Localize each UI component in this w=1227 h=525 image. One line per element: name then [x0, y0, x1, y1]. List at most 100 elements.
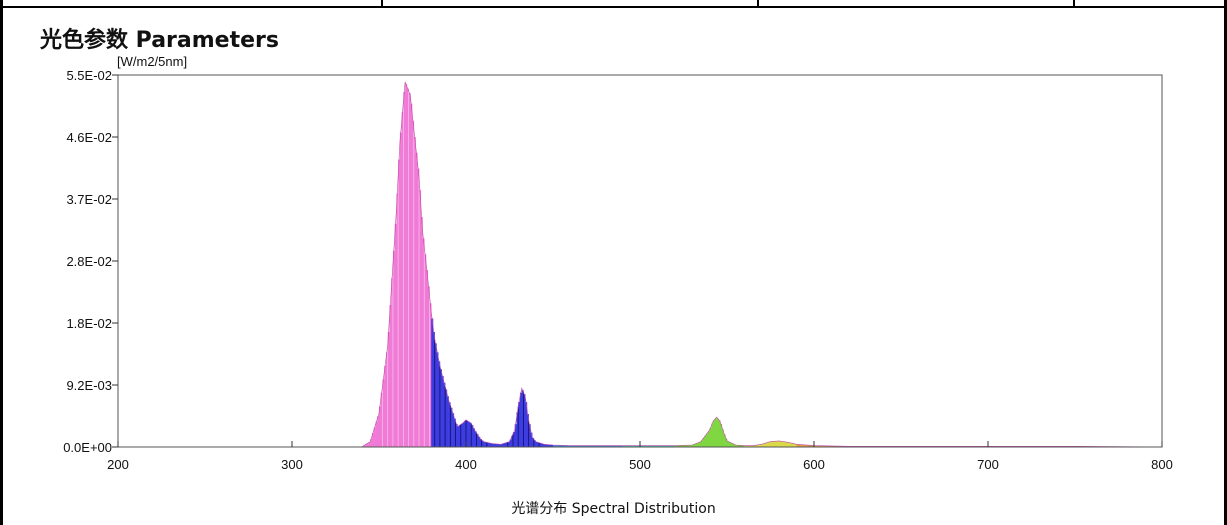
spectrum-bar: [587, 445, 590, 447]
spectrum-bar: [568, 445, 571, 447]
spectrum-bar: [495, 443, 498, 447]
spectrum-bar: [466, 420, 469, 447]
spectrum-bar: [584, 445, 587, 447]
spectrum-bar: [686, 445, 690, 447]
spectrum-bar: [372, 433, 375, 447]
spectrum-fill: [361, 84, 1162, 447]
y-tick-label: 9.2E-03: [66, 378, 112, 393]
spectrum-bar: [758, 444, 761, 447]
spectrum-bar: [676, 445, 679, 447]
spectrum-bar: [394, 223, 397, 447]
spectrum-bar: [801, 444, 804, 447]
spectrum-bar: [525, 402, 528, 447]
spectrum-bar: [784, 441, 787, 447]
spectrum-bar: [457, 426, 460, 447]
spectrum-bar: [427, 286, 430, 447]
spectrum-bar: [742, 445, 745, 447]
spectrum-bar: [528, 424, 531, 447]
spectrum-bar: [579, 445, 582, 447]
spectrum-bar: [419, 189, 422, 447]
spectrum-bar: [446, 396, 449, 447]
spectrum-bar: [417, 168, 420, 447]
spectrum-bar: [714, 418, 717, 447]
spectrum-bar: [521, 390, 524, 447]
spectrum-bar: [441, 375, 444, 447]
spectrum-bar: [368, 442, 371, 447]
spectrum-bar: [519, 392, 522, 447]
spectrum-bar: [634, 445, 637, 447]
spectrum-bar: [533, 440, 536, 447]
x-tick-label: 400: [455, 457, 477, 472]
spectrum-bar: [793, 443, 796, 447]
spectrum-bar: [471, 425, 474, 447]
spectrum-bar: [412, 120, 415, 447]
spectrum-bar: [594, 445, 597, 447]
spectrum-bar: [664, 445, 667, 447]
spectrum-bar: [518, 401, 521, 447]
spectrum-bar: [756, 444, 759, 447]
spectrum-bar: [375, 421, 378, 447]
spectrum-bar: [761, 444, 764, 447]
spectrum-bar: [450, 407, 453, 447]
spectrum-bar: [775, 441, 778, 447]
spectrum-bar: [645, 445, 648, 447]
x-tick-label: 300: [281, 457, 303, 472]
spectrum-bar: [420, 217, 423, 447]
spectrum-bar: [499, 444, 502, 447]
spectrum-bar: [507, 441, 510, 447]
top-table-row: [0, 0, 1227, 8]
spectrum-bar: [605, 445, 608, 447]
spectrum-bar: [650, 445, 653, 447]
spectrum-bar: [791, 443, 794, 447]
y-tick-label: 2.8E-02: [66, 254, 112, 269]
spectrum-bar: [385, 352, 388, 447]
spectrum-bar: [697, 442, 700, 447]
spectrum-bar: [549, 444, 552, 447]
spectrum-bar: [706, 433, 709, 447]
spectrum-bar: [787, 442, 790, 447]
spectrum-bar: [620, 445, 623, 447]
spectrum-bar: [733, 444, 736, 447]
spectrum-bar: [704, 435, 707, 447]
spectrum-bar: [599, 445, 603, 447]
spectrum-bar: [796, 444, 799, 447]
spectrum-bar: [739, 445, 742, 447]
spectrum-bar: [403, 91, 406, 447]
spectrum-bar: [492, 443, 495, 447]
spectrum-bar: [740, 445, 743, 447]
spectrum-bar: [401, 112, 404, 447]
spectrum-bar: [760, 444, 763, 447]
spectrum-bar: [561, 445, 564, 447]
y-tick-label: 1.8E-02: [66, 316, 112, 331]
spectrum-bar: [575, 445, 578, 447]
spectrum-bar: [365, 444, 368, 447]
spectrum-bar: [657, 445, 660, 447]
spectrum-bar: [387, 332, 390, 447]
x-axis-caption: 光谱分布 Spectral Distribution: [511, 501, 716, 517]
spectrum-bar: [512, 432, 516, 447]
spectrum-bar: [363, 445, 366, 447]
spectrum-bar: [509, 439, 512, 447]
spectrum-bar: [546, 444, 549, 447]
spectrum-bar: [606, 445, 609, 447]
spectrum-bar: [554, 445, 557, 447]
y-tick-label: 5.5E-02: [66, 68, 112, 83]
spectrum-bar: [547, 444, 550, 447]
spectrum-bar: [699, 441, 702, 447]
spectrum-bar: [680, 445, 683, 447]
spectrum-bar: [382, 379, 385, 447]
spectrum-bar: [488, 443, 491, 447]
spectrum-bar: [526, 414, 529, 447]
spectrum-bar: [765, 442, 768, 447]
spectrum-bar: [810, 445, 813, 447]
spectrum-bar: [683, 445, 686, 447]
spectrum-bar: [624, 445, 627, 447]
spectrum-bar: [573, 445, 576, 447]
spectrum-bar: [727, 441, 730, 447]
spectrum-bar: [723, 434, 726, 447]
spectrum-bar: [666, 445, 669, 447]
spectrum-bar: [807, 445, 810, 447]
y-tick-label: 3.7E-02: [66, 192, 112, 207]
spectrum-bar: [786, 442, 789, 447]
spectrum-bar: [721, 429, 724, 447]
